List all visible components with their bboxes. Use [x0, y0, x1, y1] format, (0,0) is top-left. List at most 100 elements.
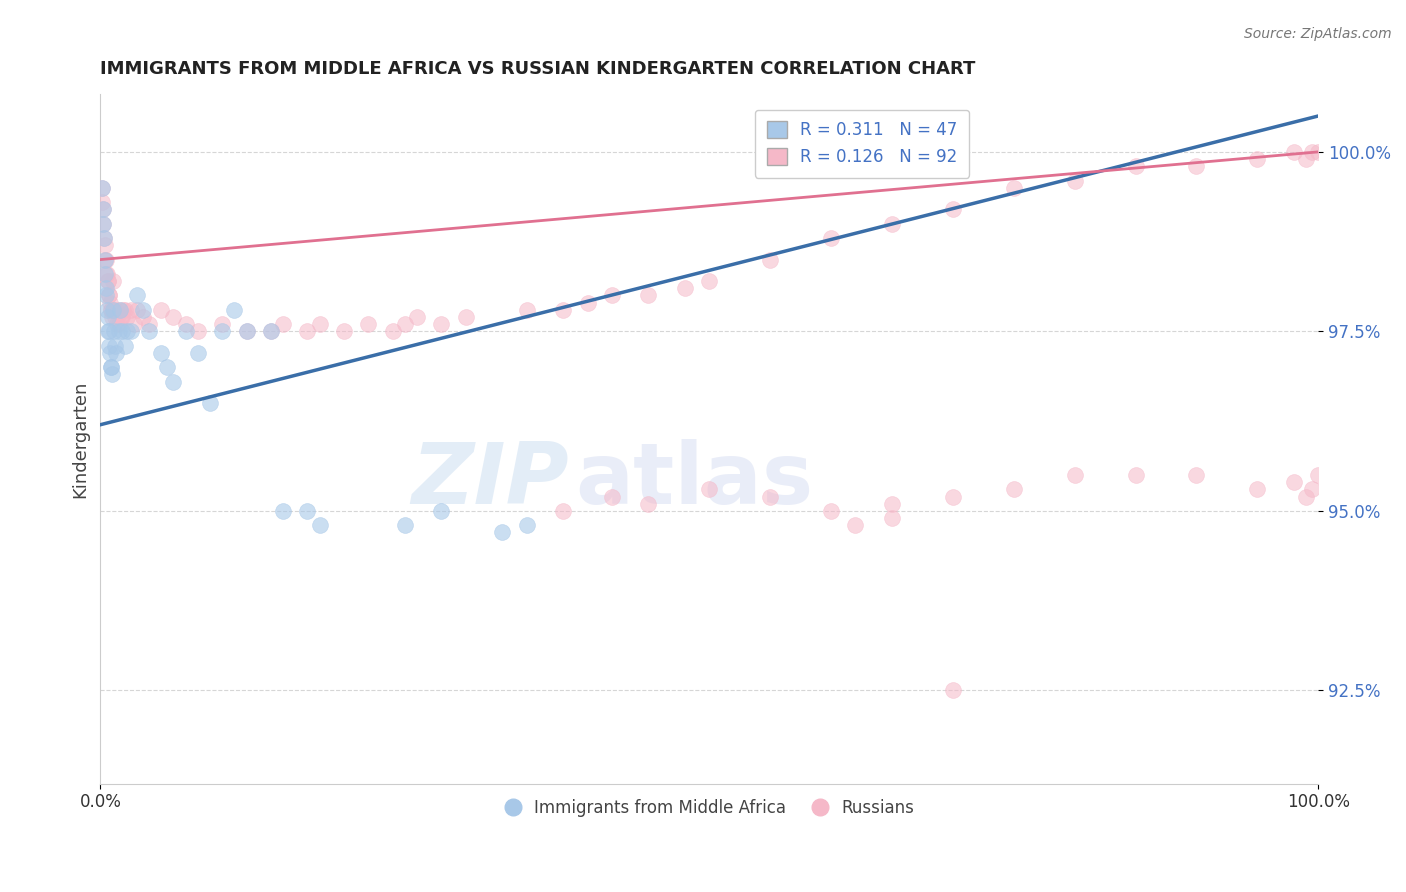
Point [100, 302, 122, 317]
Point [114, 302, 136, 317]
Point [820, 504, 842, 518]
Point [94, 252, 117, 267]
Point [1295, 152, 1317, 166]
Point [1308, 145, 1330, 159]
Point [235, 325, 257, 339]
Point [880, 511, 903, 525]
Point [108, 302, 131, 317]
Point [600, 490, 623, 504]
Point [394, 317, 416, 331]
Point [1002, 181, 1025, 195]
Point [516, 518, 538, 533]
Legend: Immigrants from Middle Africa, Russians: Immigrants from Middle Africa, Russians [498, 792, 921, 823]
Point [516, 302, 538, 317]
Point [101, 274, 124, 288]
Point [1295, 490, 1317, 504]
Point [673, 281, 696, 295]
Point [1282, 475, 1305, 490]
Point [105, 346, 128, 360]
Point [211, 325, 233, 339]
Point [156, 360, 179, 375]
Point [110, 310, 132, 324]
Text: Source: ZipAtlas.com: Source: ZipAtlas.com [1244, 27, 1392, 41]
Point [553, 302, 575, 317]
Point [124, 317, 146, 331]
Point [942, 683, 965, 698]
Point [125, 288, 148, 302]
Point [94, 252, 117, 267]
Point [1063, 467, 1085, 482]
Point [107, 317, 129, 331]
Point [880, 217, 903, 231]
Point [637, 288, 659, 302]
Point [454, 310, 477, 324]
Point [308, 317, 330, 331]
Point [107, 317, 129, 331]
Point [120, 325, 142, 339]
Point [308, 518, 330, 533]
Point [98, 346, 121, 360]
Point [91, 202, 114, 217]
Point [120, 302, 142, 317]
Point [198, 396, 221, 410]
Point [132, 302, 155, 317]
Point [430, 504, 453, 518]
Point [93, 217, 115, 231]
Point [260, 325, 283, 339]
Text: atlas: atlas [575, 439, 814, 522]
Point [162, 310, 184, 324]
Point [94, 267, 117, 281]
Point [880, 497, 903, 511]
Point [93, 238, 115, 252]
Point [96, 288, 118, 302]
Point [100, 302, 122, 317]
Point [637, 497, 659, 511]
Point [97, 325, 120, 339]
Point [94, 281, 117, 295]
Point [138, 317, 160, 331]
Point [576, 295, 599, 310]
Point [93, 252, 115, 267]
Point [271, 317, 294, 331]
Point [101, 302, 124, 317]
Point [91, 202, 114, 217]
Point [105, 302, 128, 317]
Point [98, 288, 121, 302]
Point [162, 375, 184, 389]
Point [115, 325, 138, 339]
Point [115, 310, 138, 324]
Point [260, 325, 283, 339]
Point [406, 310, 429, 324]
Point [150, 346, 173, 360]
Point [97, 310, 120, 324]
Point [1246, 152, 1268, 166]
Point [93, 231, 115, 245]
Point [125, 302, 148, 317]
Point [97, 274, 120, 288]
Point [98, 295, 121, 310]
Point [381, 325, 404, 339]
Point [97, 274, 120, 288]
Point [211, 317, 233, 331]
Point [101, 310, 124, 324]
Point [174, 317, 197, 331]
Point [93, 231, 115, 245]
Point [93, 217, 115, 231]
Point [1301, 145, 1323, 159]
Point [150, 302, 173, 317]
Point [1308, 467, 1330, 482]
Point [96, 302, 118, 317]
Point [491, 525, 513, 540]
Point [100, 360, 122, 375]
Point [553, 504, 575, 518]
Point [333, 325, 356, 339]
Point [297, 325, 319, 339]
Point [174, 325, 197, 339]
Point [111, 310, 134, 324]
Point [96, 267, 118, 281]
Point [1063, 173, 1085, 187]
Point [104, 310, 127, 324]
Point [98, 339, 121, 353]
Point [111, 325, 134, 339]
Point [91, 195, 114, 210]
